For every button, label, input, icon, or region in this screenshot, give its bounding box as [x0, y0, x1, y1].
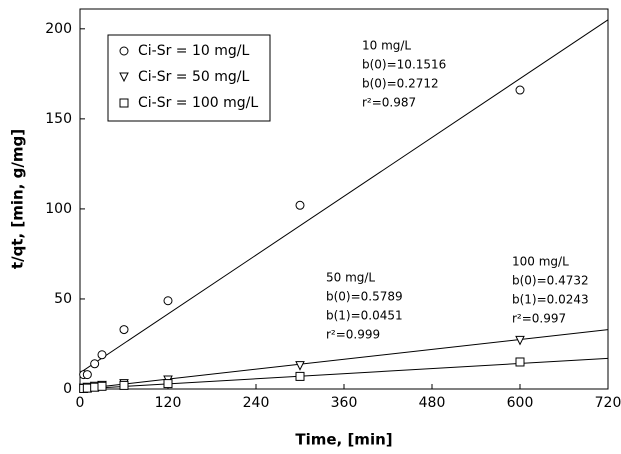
point: [97, 381, 107, 391]
point: [90, 382, 100, 392]
legend-marker: [119, 46, 129, 56]
point: [119, 325, 129, 335]
point: [163, 296, 173, 306]
point: [295, 200, 305, 210]
annotation: b(0)=0.2712: [362, 77, 439, 91]
legend-label: Ci-Sr = 50 mg/L: [138, 69, 249, 85]
annotation: b(0)=0.4732: [512, 274, 589, 288]
legend-marker: [119, 72, 129, 83]
point: [82, 383, 92, 393]
x-tick-label: 360: [331, 395, 358, 411]
legend-label: Ci-Sr = 100 mg/L: [138, 95, 258, 111]
annotation: 50 mg/L: [326, 271, 375, 285]
legend-label: Ci-Sr = 10 mg/L: [138, 43, 249, 59]
annotation: r²=0.999: [326, 328, 380, 342]
legend-marker: [119, 98, 129, 108]
y-tick-label: 200: [45, 21, 72, 37]
y-axis-label: t/qt, [min, g/mg]: [9, 129, 27, 269]
x-tick-label: 0: [76, 395, 85, 411]
point: [295, 371, 305, 381]
y-tick-label: 100: [45, 201, 72, 217]
annotation: b(0)=0.5789: [326, 290, 403, 304]
x-tick-label: 600: [507, 395, 534, 411]
legend-box: [107, 34, 271, 122]
x-tick-label: 720: [595, 395, 621, 411]
annotation: b(1)=0.0243: [512, 293, 589, 307]
annotation: r²=0.997: [512, 312, 566, 326]
point: [295, 361, 305, 371]
point: [515, 85, 525, 95]
x-tick-label: 480: [419, 395, 446, 411]
y-tick-label: 0: [63, 381, 72, 397]
y-tick-label: 50: [54, 291, 72, 307]
point: [119, 380, 129, 390]
fit-line: [79, 19, 609, 374]
annotation: b(0)=10.1516: [362, 58, 446, 72]
x-tick-label: 120: [155, 395, 182, 411]
point: [515, 335, 525, 346]
point: [82, 370, 92, 380]
x-axis-label: Time, [min]: [295, 431, 392, 449]
y-tick-label: 150: [45, 111, 72, 127]
x-tick-label: 240: [243, 395, 270, 411]
point: [90, 359, 100, 369]
annotation: r²=0.987: [362, 96, 416, 110]
annotation: 10 mg/L: [362, 39, 411, 53]
point: [515, 357, 525, 367]
point: [97, 350, 107, 360]
annotation: 100 mg/L: [512, 255, 569, 269]
point: [163, 379, 173, 389]
annotation: b(1)=0.0451: [326, 309, 403, 323]
